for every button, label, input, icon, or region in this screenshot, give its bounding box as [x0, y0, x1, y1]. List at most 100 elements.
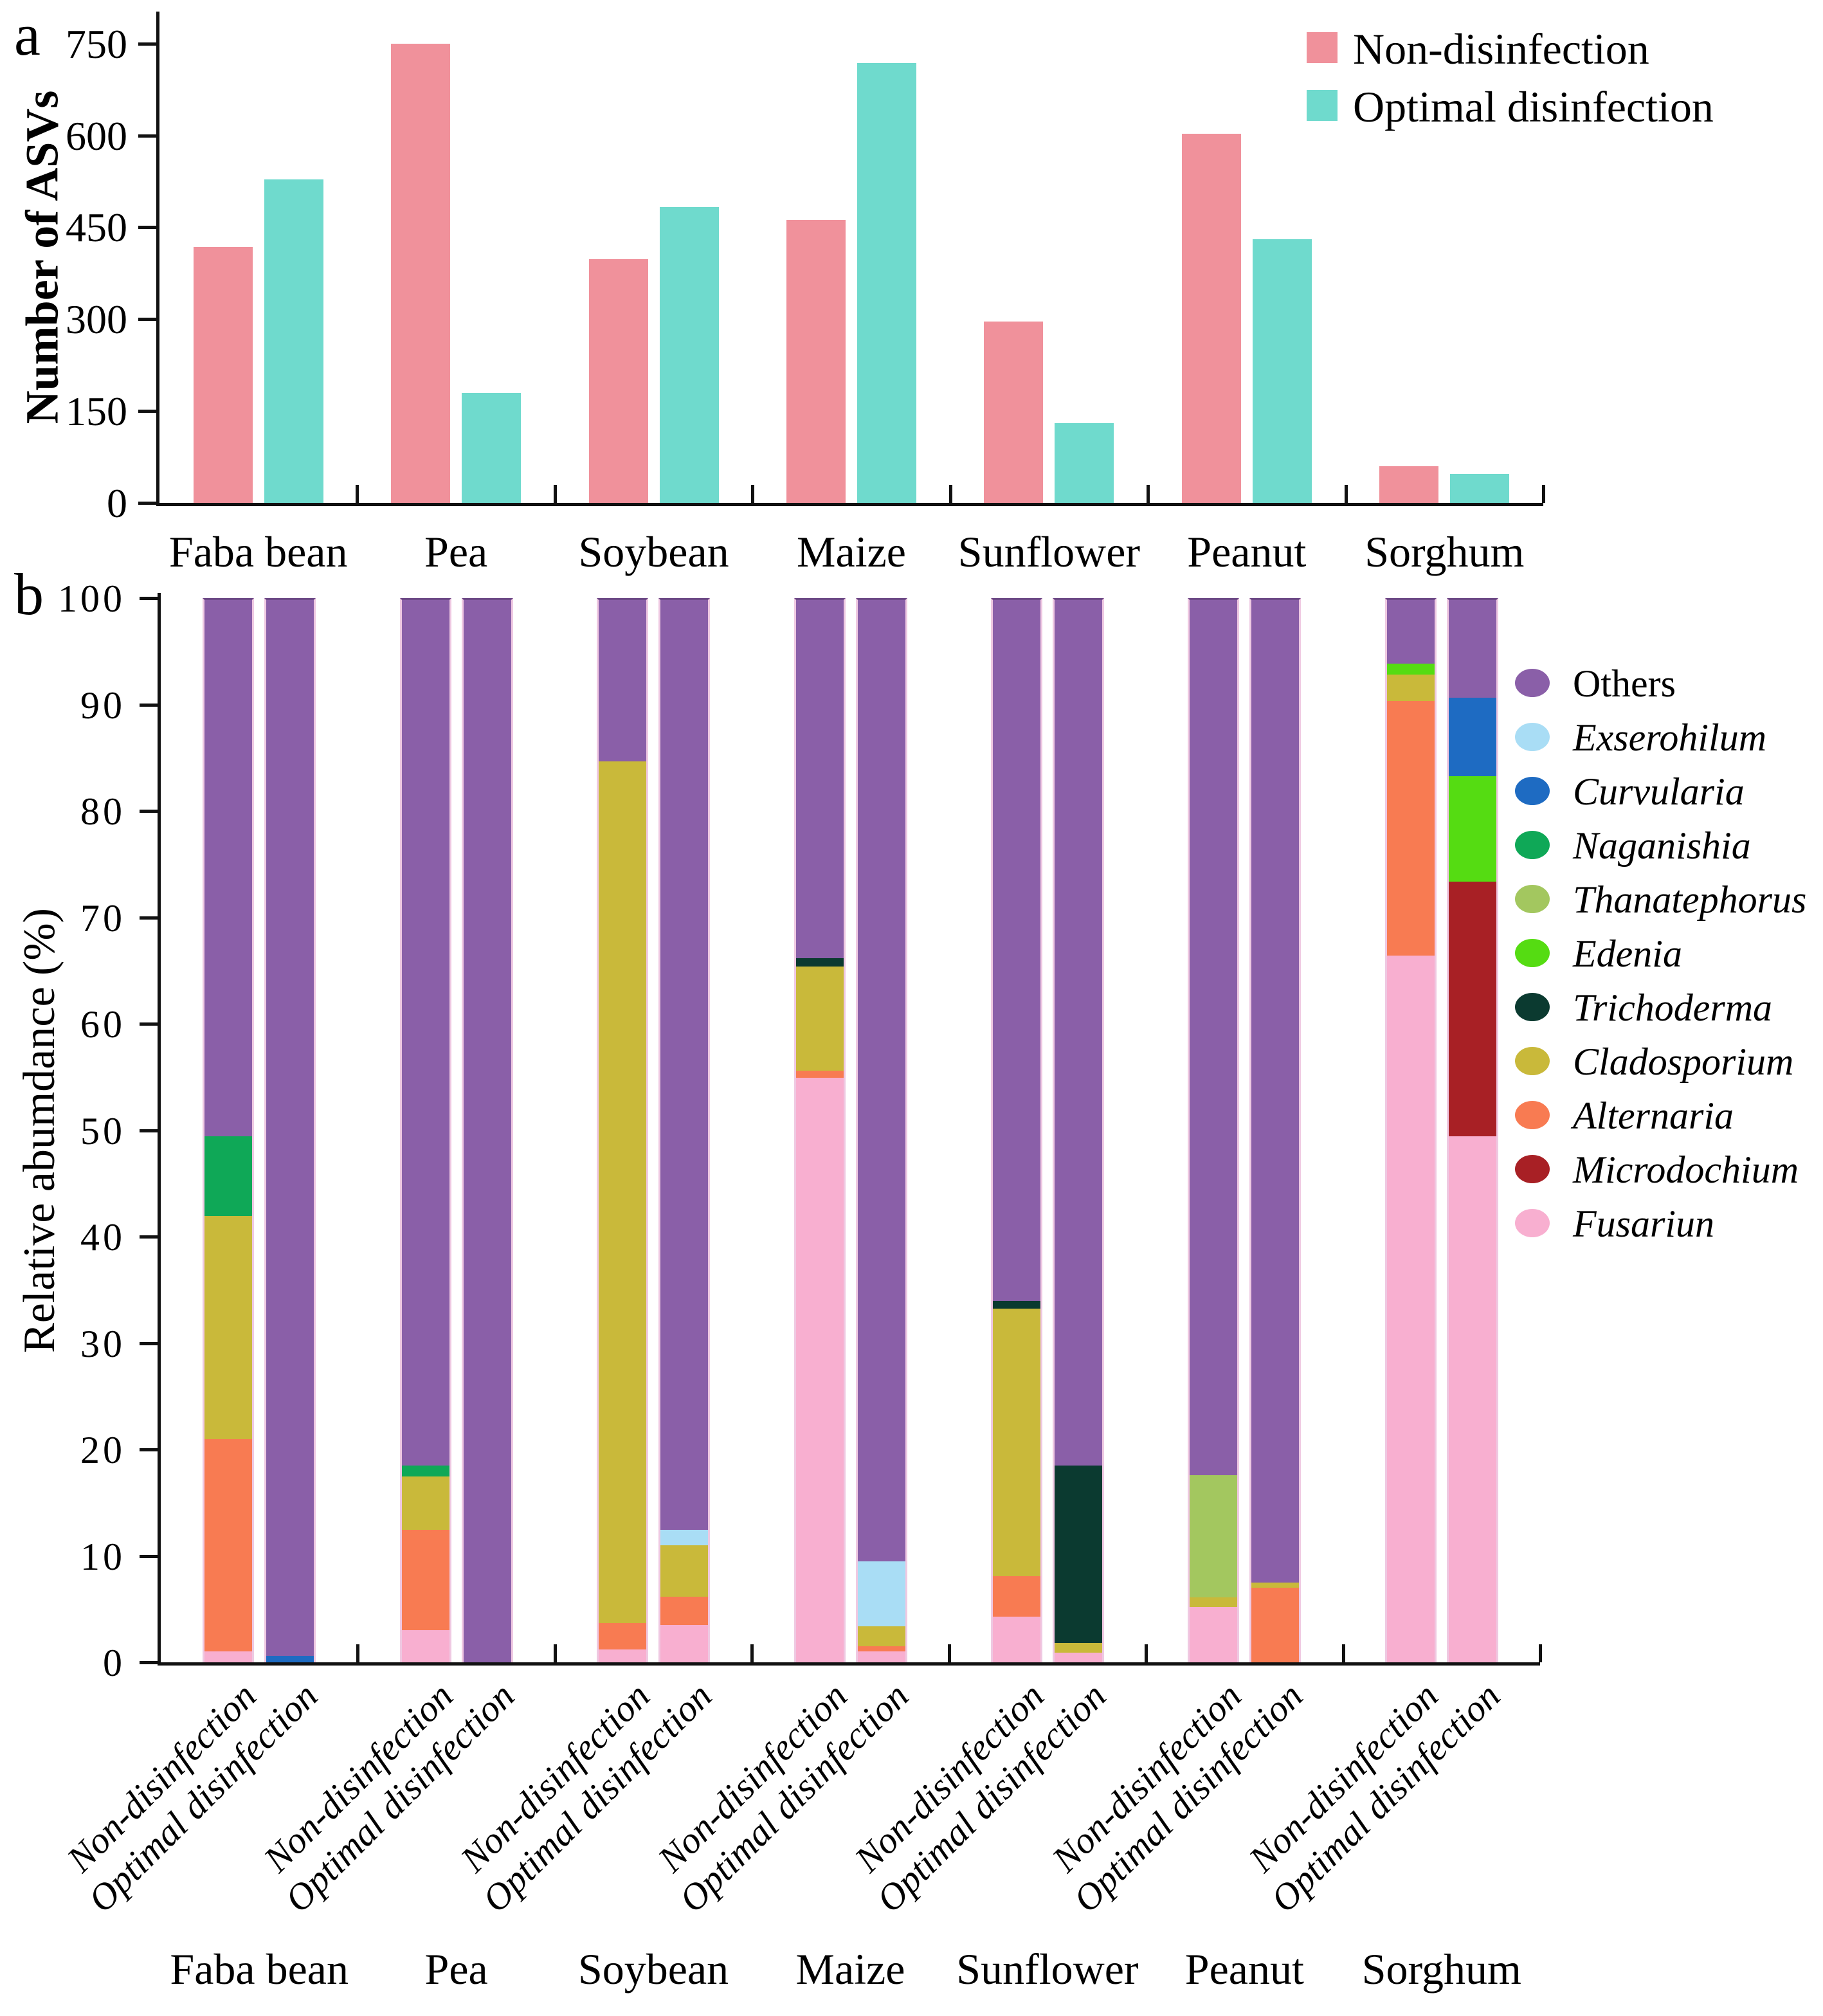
segment-cladosporium — [795, 966, 844, 1071]
bar-a-peanut-non-disinfection — [1181, 133, 1241, 503]
panel-b-y-axis — [158, 593, 161, 1666]
bar-b-faba-bean-optimal-disinfection — [264, 598, 316, 1662]
segment-fusariun — [660, 1625, 709, 1662]
panel-b-x-tick — [947, 1644, 951, 1662]
segment-alternaria — [1251, 1588, 1300, 1662]
panel-a-y-tick — [138, 410, 156, 413]
segment-others — [795, 600, 844, 958]
panel-a-y-tick-label: 600 — [66, 113, 127, 159]
bar-b-pea-optimal-disinfection — [461, 598, 513, 1662]
segment-alternaria — [599, 1622, 647, 1650]
segment-fusariun — [1190, 1607, 1238, 1662]
panel-b-category-label-peanut: Peanut — [1184, 1945, 1304, 1993]
panel-b-y-tick — [140, 1554, 158, 1558]
bar-a-faba-bean-optimal-disinfection — [264, 179, 323, 503]
panel-b-y-tick — [140, 1129, 158, 1132]
segment-others — [1190, 600, 1238, 1476]
panel-b-y-tick — [140, 1022, 158, 1026]
panel-b-y-tick-label: 10 — [80, 1535, 125, 1578]
segment-cladosporium — [401, 1476, 449, 1530]
panel-b-y-tick-label: 30 — [80, 1322, 125, 1365]
panel-b-category-label-sunflower: Sunflower — [956, 1945, 1139, 1993]
legend-b-swatch-trichoderma — [1515, 993, 1550, 1021]
panel-b-x-tick — [553, 1644, 557, 1662]
bar-a-faba-bean-non-disinfection — [193, 246, 253, 503]
bar-a-pea-non-disinfection — [391, 43, 451, 503]
bar-b-soybean-non-disinfection — [597, 598, 649, 1662]
segment-others — [401, 600, 449, 1466]
bar-a-sorghum-optimal-disinfection — [1450, 474, 1510, 503]
panel-a-y-tick-label: 450 — [66, 204, 127, 251]
bar-a-maize-non-disinfection — [786, 219, 846, 503]
panel-b-label: b — [14, 561, 44, 627]
segment-others — [992, 600, 1040, 1302]
bar-a-peanut-optimal-disinfection — [1252, 239, 1312, 503]
segment-others — [599, 600, 647, 762]
panel-a-y-tick-label: 750 — [66, 21, 127, 67]
panel-b-y-tick — [140, 1341, 158, 1345]
legend-a-label-non-disinfection: Non-disinfection — [1353, 24, 1649, 73]
legend-b-swatch-curvularia — [1515, 777, 1550, 805]
panel-b-y-tick-label: 20 — [80, 1429, 125, 1471]
segment-alternaria — [204, 1439, 253, 1652]
panel-b-category-label-maize: Maize — [795, 1945, 905, 1993]
panel-a-category-label-maize: Maize — [797, 527, 906, 576]
panel-b-x-axis — [158, 1662, 1540, 1666]
segment-alternaria — [401, 1529, 449, 1631]
panel-a-y-tick — [138, 42, 156, 46]
segment-fusariun — [599, 1649, 647, 1662]
bar-b-sunflower-non-disinfection — [990, 598, 1042, 1662]
segment-cladosporium — [599, 761, 647, 1623]
panel-a-label: a — [14, 2, 41, 68]
segment-exserohilum — [660, 1529, 709, 1546]
panel-b-y-tick — [140, 916, 158, 920]
panel-a-x-axis — [156, 503, 1543, 506]
panel-a-y-tick-label: 0 — [107, 480, 127, 526]
legend-b-label-exserohilum: Exserohilum — [1573, 716, 1767, 759]
legend-b-label-cladosporium: Cladosporium — [1573, 1040, 1794, 1083]
segment-others — [266, 600, 314, 1657]
panel-b-y-tick — [140, 810, 158, 813]
bar-b-peanut-optimal-disinfection — [1249, 598, 1301, 1662]
panel-a-y-axis — [156, 12, 159, 506]
segment-alternaria — [1386, 700, 1435, 956]
panel-b-category-label-soybean: Soybean — [577, 1945, 729, 1993]
panel-b-x-tick — [1145, 1644, 1148, 1662]
bar-a-pea-optimal-disinfection — [462, 392, 522, 503]
legend-b-label-edenia: Edenia — [1573, 932, 1682, 975]
bar-b-maize-optimal-disinfection — [855, 598, 907, 1662]
legend-b-label-alternaria: Alternaria — [1573, 1094, 1734, 1137]
panel-a-x-tick — [1344, 485, 1348, 503]
segment-others — [463, 600, 511, 1662]
legend-b-label-microdochium: Microdochium — [1573, 1149, 1799, 1191]
segment-cladosporium — [992, 1308, 1040, 1577]
bar-b-maize-non-disinfection — [794, 598, 846, 1662]
bar-a-soybean-non-disinfection — [588, 259, 648, 503]
panel-a-x-tick — [1147, 485, 1150, 503]
segment-alternaria — [857, 1646, 905, 1652]
bar-a-maize-optimal-disinfection — [857, 63, 916, 503]
segment-fusariun — [795, 1078, 844, 1662]
panel-a-y-tick — [138, 502, 156, 505]
segment-edenia — [1386, 664, 1435, 675]
bar-b-sorghum-non-disinfection — [1384, 598, 1437, 1662]
panel-a-category-label-faba-bean: Faba bean — [168, 527, 348, 576]
segment-trichoderma — [795, 958, 844, 967]
segment-trichoderma — [992, 1301, 1040, 1309]
segment-cladosporium — [660, 1545, 709, 1597]
panel-b-x-tick — [1341, 1644, 1345, 1662]
panel-b-y-tick-label: 40 — [80, 1216, 125, 1258]
bar-b-soybean-optimal-disinfection — [658, 598, 711, 1662]
panel-a-y-tick — [138, 318, 156, 322]
panel-b-y-tick-label: 90 — [80, 684, 125, 727]
panel-a-x-tick — [356, 485, 359, 503]
panel-b-y-tick — [140, 1235, 158, 1239]
panel-b-y-tick-label: 60 — [80, 1003, 125, 1046]
segment-others — [1448, 600, 1496, 698]
segment-others — [857, 600, 905, 1562]
panel-a-x-tick — [553, 485, 557, 503]
segment-cladosporium — [1386, 674, 1435, 701]
segment-edenia — [1448, 776, 1496, 882]
segment-curvularia — [1448, 698, 1496, 777]
panel-b-y-tick-label: 80 — [80, 790, 125, 833]
